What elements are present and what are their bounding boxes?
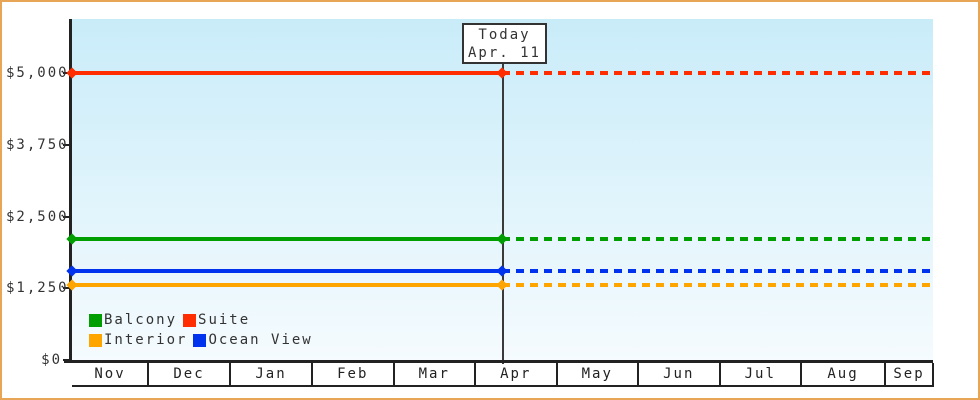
month-cell-jul: Jul [744, 366, 776, 382]
series-line-solid-suite [72, 71, 502, 75]
y-tick-label: $3,750 [6, 136, 69, 153]
month-separator [800, 363, 802, 385]
month-cell-jan: Jan [255, 366, 287, 382]
legend-swatch-icon [193, 334, 207, 347]
month-separator [884, 363, 886, 385]
legend-label: Balcony [104, 312, 178, 328]
month-separator [718, 363, 721, 385]
series-line-dotted-suite [502, 71, 933, 75]
month-separator [474, 363, 476, 385]
month-separator [932, 363, 934, 385]
y-tick-label: $5,000 [6, 65, 69, 81]
legend-item-ocean-view: Ocean View [193, 333, 312, 348]
series-line-dotted-ocean-view [502, 269, 933, 274]
series-line-dotted-interior [502, 283, 933, 288]
month-cell-apr: Apr [500, 366, 532, 382]
legend-label: Ocean View [208, 332, 313, 348]
legend-swatch-icon [89, 334, 102, 347]
month-separator [392, 363, 395, 385]
legend-swatch-icon [89, 314, 102, 327]
month-separator [147, 363, 149, 385]
legend-swatch-icon [183, 314, 197, 327]
series-line-solid-balcony [72, 237, 502, 242]
legend-label: Suite [198, 312, 251, 328]
legend-item-suite: Suite [183, 313, 250, 328]
legend-row: Balcony Suite [89, 313, 313, 328]
month-separator [637, 363, 639, 385]
month-cell-mar: Mar [418, 366, 450, 382]
month-cell-dec: Dec [173, 366, 205, 382]
month-separator [555, 363, 558, 385]
x-axis-bottom-border [72, 385, 934, 387]
series-line-dotted-balcony [502, 237, 933, 242]
y-tick-mark [63, 143, 71, 146]
legend-item-interior: Interior [89, 333, 187, 348]
month-cell-jun: Jun [663, 366, 695, 382]
month-cell-aug: Aug [827, 366, 859, 382]
y-tick-label: $2,500 [6, 208, 69, 225]
month-separator [229, 363, 231, 385]
y-tick-mark [63, 359, 71, 361]
month-cell-may: May [581, 366, 613, 382]
y-tick-label: $1,250 [6, 280, 69, 297]
month-separator [311, 363, 313, 385]
series-line-solid-ocean-view [72, 269, 502, 274]
y-tick-label: $0 [41, 352, 62, 368]
y-tick-mark [63, 215, 71, 218]
legend-item-balcony: Balcony [89, 313, 177, 328]
y-tick-mark [63, 287, 71, 290]
y-axis-line [69, 19, 72, 363]
month-cell-nov: Nov [94, 366, 126, 382]
x-axis-line [64, 360, 933, 363]
today-label: Today [478, 27, 531, 43]
month-cell-sep: Sep [893, 366, 925, 382]
legend-row: Interior Ocean View [89, 333, 313, 348]
today-annotation-box: Today Apr. 11 [462, 23, 547, 64]
month-cell-feb: Feb [337, 366, 369, 382]
today-date: Apr. 11 [467, 45, 541, 61]
legend-label: Interior [104, 332, 188, 348]
legend: Balcony Suite Interior Ocean View [89, 313, 313, 348]
series-line-solid-interior [72, 283, 502, 288]
today-line [502, 63, 504, 364]
